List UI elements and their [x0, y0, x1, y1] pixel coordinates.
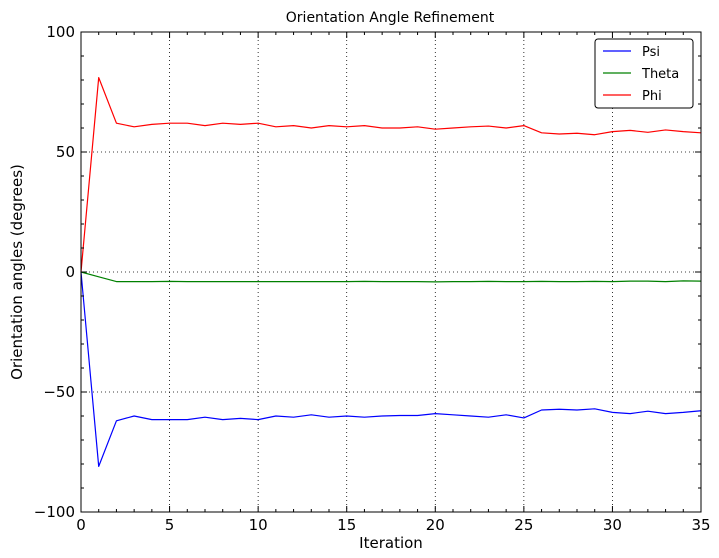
x-axis-label: Iteration [359, 534, 423, 552]
x-tick-label: 35 [691, 516, 710, 534]
series-line-phi [80, 76, 702, 273]
x-tick-label: 15 [337, 516, 356, 534]
axis-ticks [80, 31, 702, 513]
y-axis-label: Orientation angles (degrees) [8, 164, 26, 380]
legend-label-theta: Theta [641, 67, 679, 82]
legend: Psi Theta Phi [594, 38, 694, 109]
x-tick-label: 20 [426, 516, 445, 534]
series-line-psi [80, 271, 702, 467]
series-lines [80, 76, 702, 467]
y-tick-label: −50 [43, 383, 75, 401]
x-tick-label: 5 [165, 516, 175, 534]
series-line-theta [80, 271, 702, 283]
tick-labels: 0 5 10 15 20 25 30 35 −100 −50 0 50 100 [34, 23, 711, 534]
y-tick-label: 100 [46, 23, 75, 41]
legend-box [594, 38, 694, 109]
x-tick-label: 30 [603, 516, 622, 534]
legend-label-phi: Phi [642, 89, 662, 104]
y-tick-label: 0 [65, 263, 75, 281]
x-tick-label: 0 [76, 516, 86, 534]
grid [81, 32, 701, 512]
y-tick-label: 50 [56, 143, 75, 161]
x-tick-label: 25 [514, 516, 533, 534]
legend-label-psi: Psi [642, 45, 660, 60]
chart-title: Orientation Angle Refinement [286, 10, 495, 26]
x-tick-label: 10 [249, 516, 268, 534]
y-tick-label: −100 [34, 503, 75, 521]
